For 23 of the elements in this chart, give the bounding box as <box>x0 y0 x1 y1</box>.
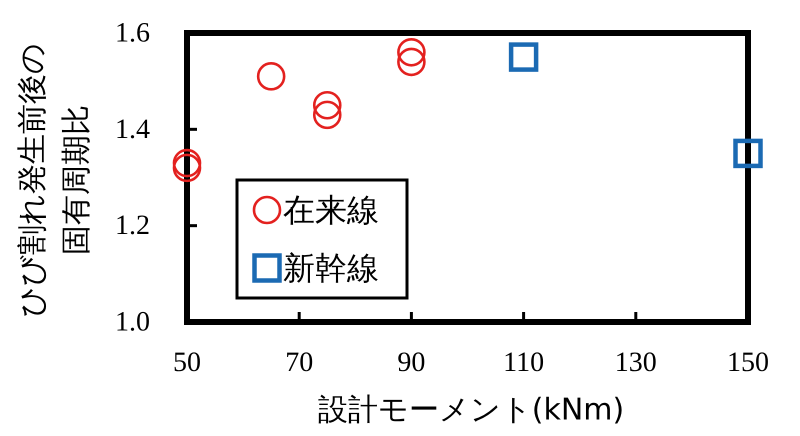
point <box>312 90 342 120</box>
x-tick-label: 130 <box>614 347 657 378</box>
y-tick-label: 1.6 <box>115 18 150 48</box>
x-tick-label: 150 <box>727 347 769 378</box>
point <box>508 42 538 72</box>
x-axis-title: 設計モーメント(kNm) <box>318 392 624 428</box>
x-tick-label: 70 <box>285 347 314 378</box>
point <box>312 100 342 130</box>
point <box>172 154 202 182</box>
legend-label: 在来線 <box>283 191 379 229</box>
point <box>172 148 202 178</box>
y-tick-label: 1.4 <box>115 114 150 145</box>
y-tick-label: 1.0 <box>115 306 150 338</box>
x-tick-label: 50 <box>173 347 201 378</box>
x-tick-label: 90 <box>397 347 426 378</box>
point <box>733 138 763 168</box>
point <box>256 62 286 91</box>
point <box>397 48 426 76</box>
y-tick-label: 1.2 <box>115 210 150 242</box>
point <box>397 38 426 67</box>
legend-label: 新幹線 <box>283 249 379 287</box>
x-tick-label: 110 <box>503 347 544 378</box>
y-axis-title: ひび割れ発生前後の固有周期比 <box>14 43 94 317</box>
